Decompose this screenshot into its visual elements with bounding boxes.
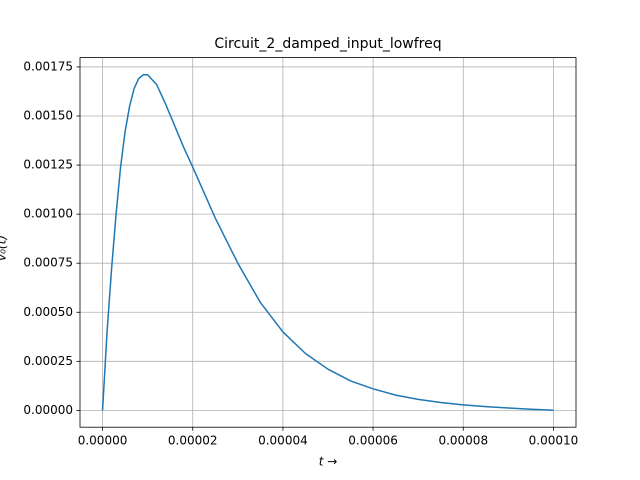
data-line [101,74,554,411]
y-tick-label: 0.00150 [23,109,73,123]
y-tick-label: 0.00125 [23,158,73,172]
y-tick-label: 0.00050 [23,305,73,319]
x-tick-label: 0.00000 [78,434,128,448]
x-tick-label: 0.00004 [258,434,308,448]
y-tick-label: 0.00100 [23,207,73,221]
x-tick-label: 0.00008 [438,434,488,448]
x-tick-label: 0.00006 [348,434,398,448]
chart-title: Circuit_2_damped_input_lowfreq [214,36,441,52]
plot-frame [79,57,577,428]
y-tick-label: 0.00025 [23,354,73,368]
x-tick-label: 0.00010 [529,434,579,448]
y-tick-label: 0.00075 [23,256,73,270]
x-axis-label: t → [319,455,338,469]
x-tick-label: 0.00002 [168,434,218,448]
y-axis-label: v₀(t) [0,235,9,261]
y-tick-label: 0.00175 [23,59,73,73]
y-tick-label: 0.00000 [23,403,73,417]
